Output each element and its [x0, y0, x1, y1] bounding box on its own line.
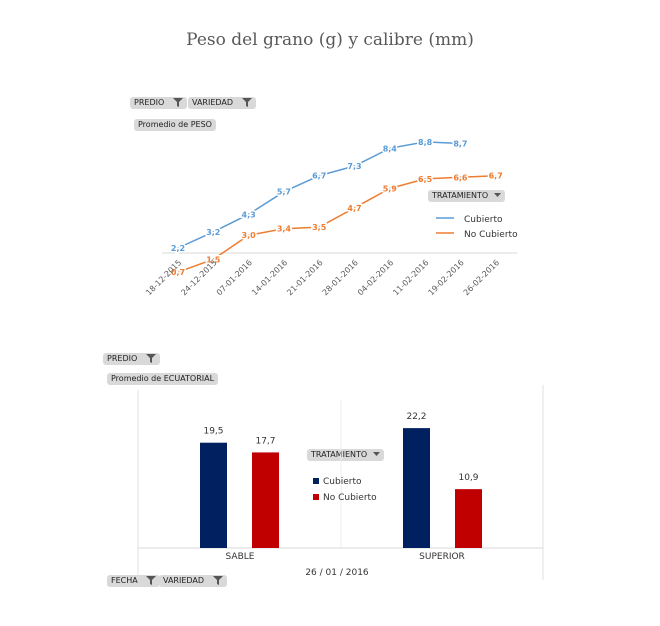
data-label-no-cubierto: 6,5 — [418, 175, 433, 184]
x-tick-label: 18-12-2015 — [144, 258, 183, 297]
variedad-filter-button[interactable]: VARIEDAD — [188, 97, 256, 109]
legend-label-no-cubierto: No Cubierto — [323, 493, 377, 503]
x-tick-label: 21-01-2016 — [285, 258, 324, 297]
x-tick-label: 04-02-2016 — [356, 258, 395, 297]
line-series-group: 2,2 3,2 4,3 5,7 6,7 7,3 8,4 8,8 8,7 0,7 1,5 3,0 3,4 3… — [169, 136, 504, 278]
data-label-no-cubierto: 0,7 — [171, 268, 185, 277]
filter-funnel-icon — [241, 98, 252, 107]
data-label-cubierto: 2,2 — [171, 244, 185, 253]
measure-field-button-2[interactable]: Promedio de ECUATORIAL — [107, 373, 219, 385]
tratamiento-legend-filter[interactable]: TRATAMIENTO — [428, 190, 505, 202]
legend-label-cubierto: Cubierto — [464, 215, 503, 225]
tratamiento-legend-label-2: TRATAMIENTO — [311, 450, 368, 459]
data-label-cubierto: 4,3 — [242, 210, 256, 219]
variedad-filter-button-2[interactable]: VARIEDAD — [159, 575, 227, 587]
category-label-sable: SABLE — [226, 552, 255, 562]
legend-swatch-cubierto — [313, 478, 319, 484]
data-label-no-cubierto: 6,7 — [489, 172, 503, 181]
bar-sable-no-cubierto — [252, 452, 279, 548]
variedad-filter-label: VARIEDAD — [192, 98, 234, 107]
data-label-cubierto: 7,3 — [347, 162, 361, 171]
data-label-no-cubierto: 3,4 — [277, 225, 292, 234]
data-label-no-cubierto: 5,9 — [383, 185, 398, 194]
bar-superior-cubierto — [403, 428, 430, 548]
data-label-cubierto: 8,4 — [383, 144, 398, 153]
x-tick-label: 19-02-2016 — [427, 258, 466, 297]
data-label-cubierto: 6,7 — [312, 172, 326, 181]
x-tick-label: 11-02-2016 — [391, 258, 430, 297]
chevron-down-icon — [372, 452, 380, 456]
predio-filter-label: PREDIO — [134, 98, 165, 107]
bar-value-label: 17,7 — [255, 436, 275, 446]
data-label-cubierto: 5,7 — [277, 188, 291, 197]
filter-funnel-icon — [212, 576, 223, 585]
bar-series-group: 19,5 17,7 22,2 10,9 — [200, 412, 482, 548]
x-tick-label: 07-01-2016 — [215, 258, 254, 297]
bar-value-label: 19,5 — [203, 427, 223, 437]
data-label-no-cubierto: 1,5 — [206, 255, 221, 264]
variedad-filter-label-2: VARIEDAD — [163, 576, 205, 585]
legend-label-no-cubierto: No Cubierto — [464, 230, 518, 240]
measure-field-label-2: Promedio de ECUATORIAL — [111, 374, 215, 383]
bar-superior-no-cubierto — [455, 489, 482, 548]
group-date-label: 26 / 01 / 2016 — [305, 568, 369, 578]
series-line-cubierto — [177, 141, 461, 249]
data-label-cubierto: 8,8 — [418, 138, 433, 147]
data-label-no-cubierto: 4,7 — [347, 204, 361, 213]
fecha-filter-label: FECHA — [111, 576, 138, 585]
data-label-cubierto: 3,2 — [206, 228, 220, 237]
filter-funnel-icon — [172, 98, 183, 107]
predio-filter-button[interactable]: PREDIO — [130, 97, 187, 109]
bar-sable-cubierto — [200, 442, 227, 548]
legend-swatch-no-cubierto — [313, 494, 319, 500]
tratamiento-legend-filter-2[interactable]: TRATAMIENTO — [307, 449, 384, 461]
filter-funnel-icon — [146, 576, 157, 585]
category-label-superior: SUPERIOR — [419, 552, 465, 562]
x-tick-label: 26-02-2016 — [462, 258, 501, 297]
data-label-no-cubierto: 3,5 — [312, 223, 327, 232]
line-chart: 2,2 3,2 4,3 5,7 6,7 7,3 8,4 8,8 8,7 0,7 1,5 3,0 3,4 3… — [144, 136, 518, 297]
predio-filter-label-2: PREDIO — [107, 354, 138, 363]
chevron-down-icon — [493, 193, 501, 197]
measure-field-label: Promedio de PESO — [138, 120, 212, 129]
page-title: Peso del grano (g) y calibre (mm) — [186, 30, 474, 50]
data-label-no-cubierto: 6,6 — [453, 173, 468, 182]
tratamiento-legend-label: TRATAMIENTO — [432, 191, 489, 200]
series-line-no-cubierto — [177, 174, 496, 273]
filter-funnel-icon — [145, 354, 156, 363]
x-tick-labels: 18-12-201524-12-201507-01-201614-01-2016… — [144, 258, 501, 297]
x-tick-label: 14-01-2016 — [250, 258, 289, 297]
line-legend: Cubierto No Cubierto — [436, 215, 518, 240]
predio-filter-button-2[interactable]: PREDIO — [103, 353, 160, 365]
fecha-filter-button[interactable]: FECHA — [107, 575, 161, 587]
bar-value-label: 22,2 — [406, 412, 426, 422]
legend-label-cubierto: Cubierto — [323, 477, 362, 487]
data-label-cubierto: 8,7 — [453, 140, 467, 149]
measure-field-button[interactable]: Promedio de PESO — [134, 119, 216, 131]
x-tick-label: 28-01-2016 — [321, 258, 360, 297]
bar-legend: Cubierto No Cubierto — [313, 477, 377, 503]
bar-value-label: 10,9 — [458, 473, 478, 483]
data-label-no-cubierto: 3,0 — [242, 231, 257, 240]
